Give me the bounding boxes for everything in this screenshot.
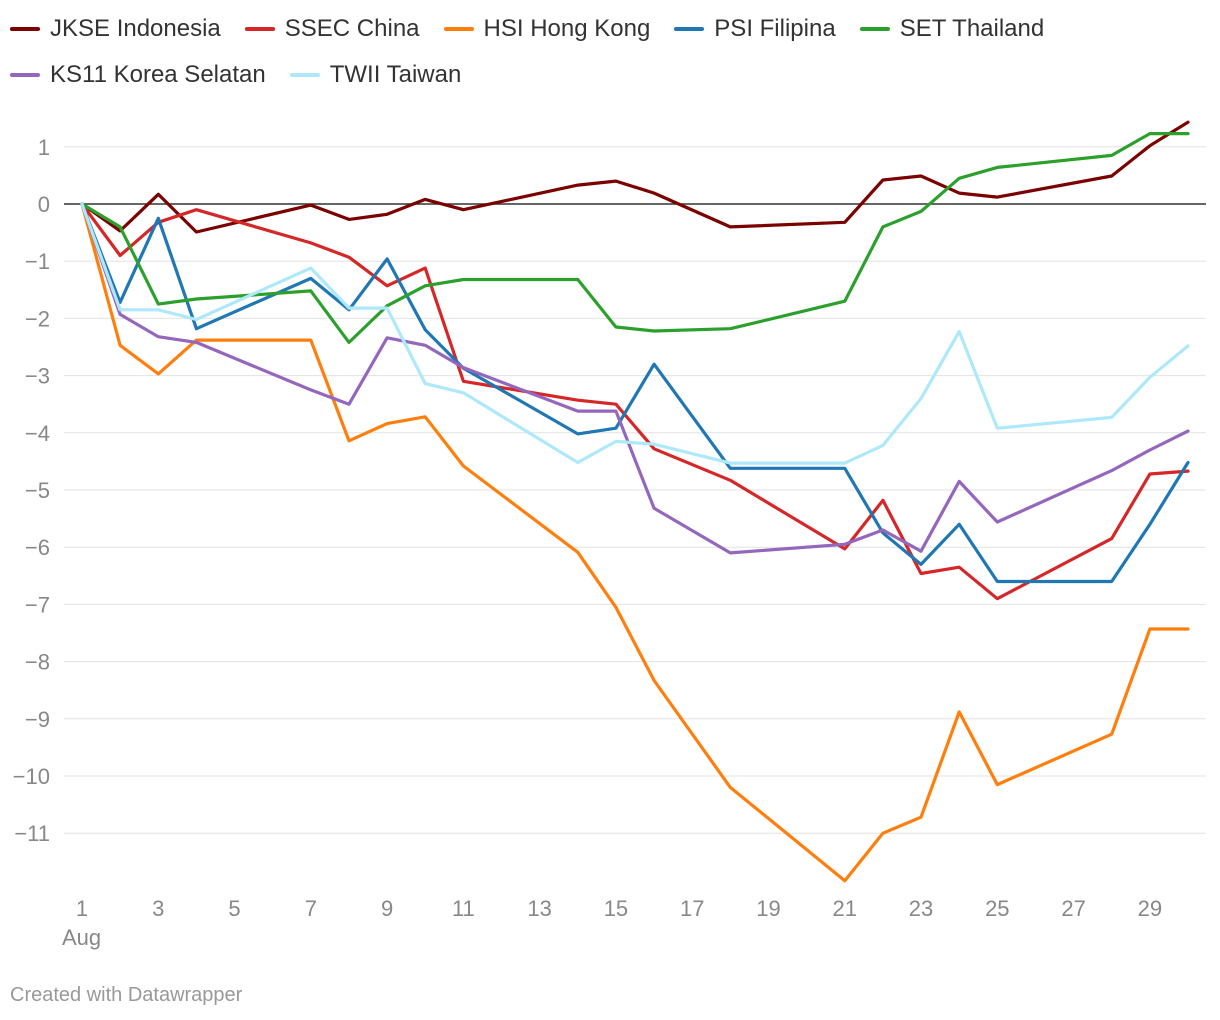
x-tick-label: 1: [76, 896, 88, 921]
legend-label: TWII Taiwan: [329, 61, 462, 88]
y-tick-label: −6: [25, 535, 50, 560]
legend-item: SET Thailand: [859, 15, 1045, 43]
legend-row: JKSE Indonesia SSEC China HSI Hong Kong PSI…: [10, 6, 1210, 52]
y-tick-label: −3: [25, 364, 50, 389]
x-tick-label: 5: [228, 896, 240, 921]
legend-label: HSI Hong Kong: [483, 15, 651, 42]
x-tick-label: 13: [527, 896, 551, 921]
legend-item: JKSE Indonesia: [10, 15, 221, 43]
y-tick-label: −7: [25, 592, 50, 617]
series-line-psi-filipina: [80, 202, 1190, 584]
legend-item: PSI Filipina: [674, 15, 836, 43]
legend-label: SSEC China: [284, 15, 420, 42]
x-tick-label: 23: [909, 896, 933, 921]
y-tick-label: −1: [25, 249, 50, 274]
footer-credit: Created with Datawrapper: [10, 984, 243, 1006]
y-tick-label: −2: [25, 306, 50, 331]
legend-row: KS11 Korea Selatan TWII Taiwan: [10, 52, 1210, 98]
x-tick-label: 7: [305, 896, 317, 921]
y-tick-label: −11: [14, 821, 50, 846]
series-line-jkse-indonesia: [80, 120, 1190, 234]
series-line-twii-taiwan: [80, 202, 1190, 465]
x-axis: 1 Aug 3 5 7 9 11 13 15 17 19 21 23 25 27 29: [62, 896, 1162, 950]
legend-swatch: [289, 73, 320, 77]
legend-swatch: [674, 27, 705, 31]
y-tick-label: −10: [13, 764, 50, 789]
series-line-hsi-hong-kong: [80, 202, 1190, 883]
legend-swatch: [859, 27, 890, 31]
x-tick-label: 15: [604, 896, 628, 921]
x-tick-label: 21: [833, 896, 857, 921]
legend-item: KS11 Korea Selatan: [10, 61, 266, 89]
x-tick-label: 9: [381, 896, 393, 921]
x-tick-label: 25: [985, 896, 1009, 921]
x-tick-label: 19: [756, 896, 780, 921]
legend-item: HSI Hong Kong: [443, 15, 651, 43]
y-tick-label: 1: [38, 135, 50, 160]
y-tick-label: −8: [25, 650, 50, 675]
legend-item: TWII Taiwan: [289, 61, 462, 89]
y-tick-label: −5: [25, 478, 50, 503]
y-axis: 1 0 −1 −2 −3 −4 −5 −6 −7 −8 −9 −10 −11: [13, 135, 50, 846]
series-line-ssec-china: [80, 202, 1190, 601]
y-tick-label: 0: [38, 192, 50, 217]
x-tick-label: 29: [1138, 896, 1162, 921]
legend-label: PSI Filipina: [714, 15, 836, 42]
legend-label: SET Thailand: [899, 15, 1045, 42]
series-line-set-thailand: [80, 132, 1190, 344]
x-tick-sublabel: Aug: [62, 925, 101, 950]
x-tick-label: 27: [1061, 896, 1085, 921]
y-tick-label: −9: [25, 707, 50, 732]
legend-swatch: [10, 27, 40, 31]
legend-swatch: [10, 73, 40, 77]
legend-label: KS11 Korea Selatan: [50, 61, 266, 88]
y-tick-label: −4: [25, 421, 50, 446]
series-lines: [80, 120, 1190, 883]
legend-swatch: [244, 27, 275, 31]
x-tick-label: 11: [452, 896, 475, 921]
series-line-ks11-korea-selatan: [80, 202, 1190, 555]
legend-swatch: [443, 27, 474, 31]
legend-label: JKSE Indonesia: [50, 15, 221, 42]
x-tick-label: 3: [152, 896, 164, 921]
gridlines: [64, 146, 1206, 834]
chart-legend: JKSE Indonesia SSEC China HSI Hong Kong PSI…: [10, 6, 1210, 98]
legend-item: SSEC China: [244, 15, 420, 43]
x-tick-label: 17: [680, 896, 704, 921]
